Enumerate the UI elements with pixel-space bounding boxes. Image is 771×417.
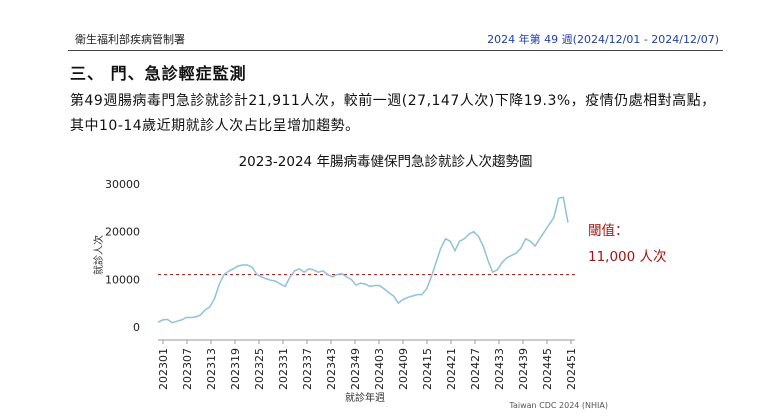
x-tick-label: 202337	[301, 348, 314, 390]
x-tick-label: 202421	[445, 348, 458, 390]
series-line	[157, 196, 569, 324]
week-info: 2024 年第 49 週(2024/12/01 - 2024/12/07)	[487, 33, 719, 46]
x-tick-label: 202319	[229, 348, 242, 390]
x-tick-label: 202313	[205, 348, 218, 390]
x-tick-label: 202409	[397, 348, 410, 390]
agency-name: 衛生福利部疾病管制署	[75, 33, 185, 46]
x-tick-label: 202403	[373, 348, 386, 390]
header-divider	[68, 50, 723, 51]
x-tick-label: 202427	[469, 348, 482, 390]
x-tick-label: 202433	[493, 348, 506, 390]
x-tick-label: 202307	[181, 348, 194, 390]
x-axis-label: 就診年週	[345, 391, 385, 404]
y-axis-label: 就診人次	[92, 235, 105, 275]
x-axis: 202301 202307 202313 202319 202325 202331 2023…	[157, 339, 578, 390]
x-tick-label: 202451	[565, 348, 578, 390]
chart-title: 2023-2024 年腸病毒健保門急診就診人次趨勢圖	[238, 154, 533, 170]
y-tick-label: 30000	[105, 178, 140, 191]
x-tick-label: 202301	[157, 348, 170, 390]
section-title: 三、 門、急診輕症監測	[70, 64, 247, 83]
x-tick-label: 202445	[541, 348, 554, 390]
x-tick-label: 202415	[421, 348, 434, 390]
summary-paragraph: 第49週腸病毒門急診就診計21,911人次，較前一週(27,147人次)下降19…	[70, 93, 716, 134]
threshold-label: 閾值：	[588, 223, 629, 239]
y-tick-label: 20000	[105, 226, 140, 239]
x-tick-label: 202325	[253, 348, 266, 390]
y-axis: 0 10000 20000 30000	[105, 178, 140, 334]
x-tick-label: 202439	[517, 348, 530, 390]
y-tick-label: 0	[133, 321, 140, 334]
x-tick-label: 202343	[325, 348, 338, 390]
data-source: Taiwan CDC 2024 (NHIA)	[509, 401, 608, 410]
threshold-value-label: 11,000 人次	[588, 249, 667, 265]
x-tick-label: 202349	[349, 348, 362, 390]
x-tick-label: 202331	[277, 348, 290, 390]
y-tick-label: 10000	[105, 273, 140, 286]
